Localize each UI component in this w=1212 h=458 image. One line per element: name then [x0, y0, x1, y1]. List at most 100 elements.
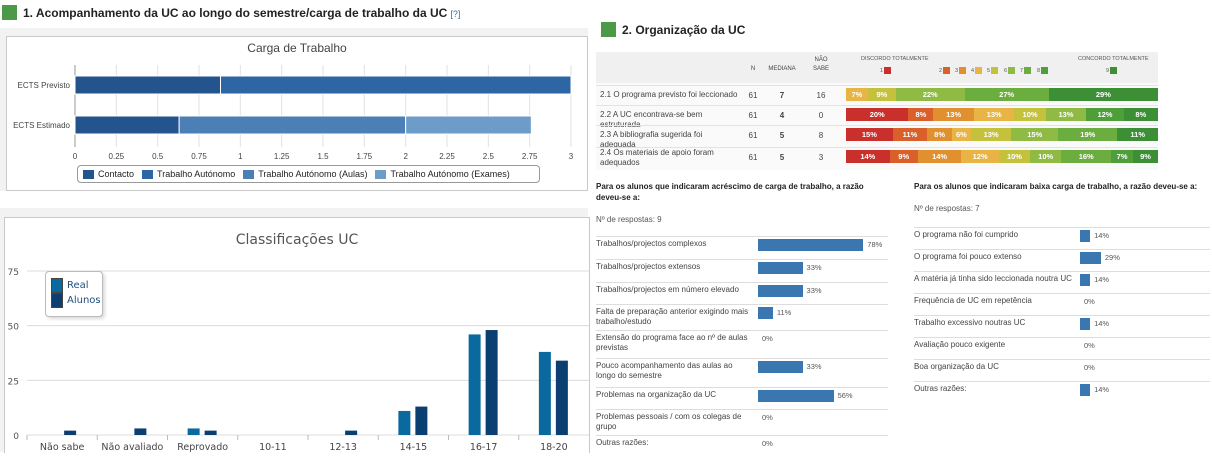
- legend-label: Trabalho Autónomo (Exames): [390, 169, 510, 179]
- legend-swatch: [83, 169, 94, 179]
- help-link[interactable]: [?]: [450, 9, 461, 19]
- reason-row: Boa organização da UC 0%: [914, 359, 1210, 382]
- scale-key-label: 1: [880, 67, 884, 74]
- workload-chart: Carga de Trabalho 0 0.25 0.5 0.75 1 1.25 1.5 1.…: [6, 36, 588, 191]
- workload-bar: [178, 115, 407, 135]
- category-label: Reprovado: [177, 442, 228, 453]
- likert-segment: 9%: [867, 88, 896, 101]
- x-tick-label: 0.5: [152, 152, 164, 161]
- reason-row: Avaliação pouco exigente 0%: [914, 337, 1210, 360]
- reason-row: O programa não foi cumprido 14%: [914, 227, 1210, 250]
- legend-item: Contacto: [83, 169, 134, 179]
- x-tick-label: 2.75: [522, 152, 538, 161]
- y-tick-label: 25: [8, 377, 19, 387]
- reason-label: O programa foi pouco extenso: [914, 252, 1022, 261]
- likert-segment: 10%: [1030, 150, 1062, 163]
- reason-row: Problemas pessoais / com os colegas de g…: [596, 409, 888, 432]
- likert-bar: 15% 11% 8% 6% 13% 15% 19% 11%: [846, 128, 1158, 141]
- nao-sabe-value: 3: [818, 153, 824, 162]
- workload-bar: [74, 75, 221, 95]
- scale-key: 6: [1004, 67, 1016, 74]
- legend-label: Trabalho Autónomo: [157, 169, 236, 179]
- org-row: 2.1 O programa previsto foi leccionado 61…: [596, 85, 1158, 105]
- nao-sabe-value: 16: [816, 91, 826, 100]
- workload-svg: 0 0.25 0.5 0.75 1 1.25 1.5 1.75 2 2.25 2.5 2.75 3 ECT…: [13, 65, 574, 161]
- reason-bar: [758, 307, 773, 319]
- classif-bar: [555, 360, 568, 435]
- scale-key: 4: [971, 67, 983, 74]
- n-value: 61: [748, 111, 758, 120]
- reason-pct: 11%: [776, 308, 792, 317]
- reason-pct: 56%: [837, 391, 853, 400]
- classif-bar: [64, 430, 77, 435]
- org-header: N MEDIANA NÃO SABE DISCORDO TOTALMENTE C…: [596, 52, 1158, 83]
- legend-swatch: [243, 169, 255, 179]
- classif-panel: Classificações UC 0 25 50 75 Não sabe Não ava…: [0, 208, 590, 453]
- likert-segment: 27%: [964, 88, 1049, 101]
- category-label: 18-20: [540, 442, 568, 453]
- likert-segment: 20%: [846, 108, 909, 121]
- classif-bar: [468, 334, 481, 435]
- reasons-low-count: Nº de respostas: 7: [914, 204, 980, 213]
- scale-key-swatch: [1024, 67, 1032, 74]
- classif-bar: [485, 330, 498, 435]
- reason-label: Problemas pessoais / com os colegas de g…: [596, 412, 742, 431]
- likert-segment: 8%: [1123, 108, 1158, 121]
- reason-pct: 14%: [1094, 319, 1110, 328]
- reason-bar: [758, 239, 864, 251]
- likert-segment: 19%: [1058, 128, 1118, 141]
- reason-row: Trabalhos/projectos em número elevado 33%: [596, 282, 888, 305]
- category-label: ECTS Previsto: [18, 81, 71, 90]
- classif-bar: [538, 351, 551, 435]
- org-table: N MEDIANA NÃO SABE DISCORDO TOTALMENTE C…: [596, 52, 1158, 170]
- legend-label: Trabalho Autónomo (Aulas): [258, 169, 368, 179]
- workload-bar: [219, 75, 572, 95]
- reason-row: Pouco acompanhamento das aulas ao longo …: [596, 358, 888, 381]
- legend-swatch: [51, 293, 63, 308]
- legend-item: Trabalho Autónomo: [142, 169, 235, 179]
- scale-key: 5: [987, 67, 999, 74]
- reasons-low-title: Para os alunos que indicaram baixa carga…: [914, 182, 1198, 191]
- scale-key-swatch: [991, 67, 999, 74]
- scale-key-label: 4: [971, 67, 975, 74]
- legend-label: Alunos: [67, 295, 101, 306]
- reasons-high-title: Para os alunos que indicaram acréscimo d…: [596, 182, 864, 202]
- reason-label: Trabalhos/projectos complexos: [596, 239, 707, 248]
- classif-bar: [187, 428, 200, 435]
- reason-row: Falta de preparação anterior exigindo ma…: [596, 304, 888, 327]
- legend-swatch: [51, 278, 63, 293]
- reason-row: A matéria já tinha sido leccionada noutr…: [914, 271, 1210, 294]
- reason-pct: 33%: [806, 362, 822, 371]
- likert-segment: 13%: [973, 108, 1015, 121]
- likert-segment: 8%: [927, 128, 953, 141]
- col-median: MEDIANA: [768, 66, 796, 72]
- scale-key: 1: [880, 67, 892, 74]
- median-value: 5: [779, 153, 785, 162]
- legend-item: Alunos: [51, 293, 101, 308]
- reason-row: Problemas na organização da UC 56%: [596, 387, 888, 410]
- reason-label: A matéria já tinha sido leccionada noutr…: [914, 274, 1072, 283]
- reason-pct: 33%: [806, 263, 822, 272]
- classif-bar: [134, 428, 147, 435]
- classif-legend: Real Alunos: [45, 271, 103, 317]
- n-value: 61: [748, 153, 758, 162]
- n-value: 61: [748, 91, 758, 100]
- likert-bar: 14% 9% 14% 12% 10% 10% 16% 7% 9%: [846, 150, 1158, 163]
- scale-key: 3: [955, 67, 967, 74]
- likert-segment: 10%: [1014, 108, 1046, 121]
- reason-bar: [1080, 274, 1091, 286]
- classif-bar: [398, 410, 411, 435]
- reason-bar: [758, 390, 834, 402]
- reason-label: Problemas na organização da UC: [596, 390, 717, 399]
- likert-segment: 7%: [846, 88, 868, 101]
- scale-key-swatch: [1110, 67, 1118, 74]
- likert-segment: 13%: [970, 128, 1012, 141]
- reason-label: Boa organização da UC: [914, 362, 999, 371]
- section1-title-row: 1. Acompanhamento da UC ao longo do seme…: [2, 5, 460, 20]
- category-label: Não sabe: [40, 442, 85, 453]
- section2-title: 2. Organização da UC: [622, 23, 746, 37]
- reasons-high: Para os alunos que indicaram acréscimo d…: [596, 181, 896, 452]
- scale-key-swatch: [943, 67, 951, 74]
- likert-segment: 14%: [846, 150, 890, 163]
- legend-item: Real: [51, 278, 89, 293]
